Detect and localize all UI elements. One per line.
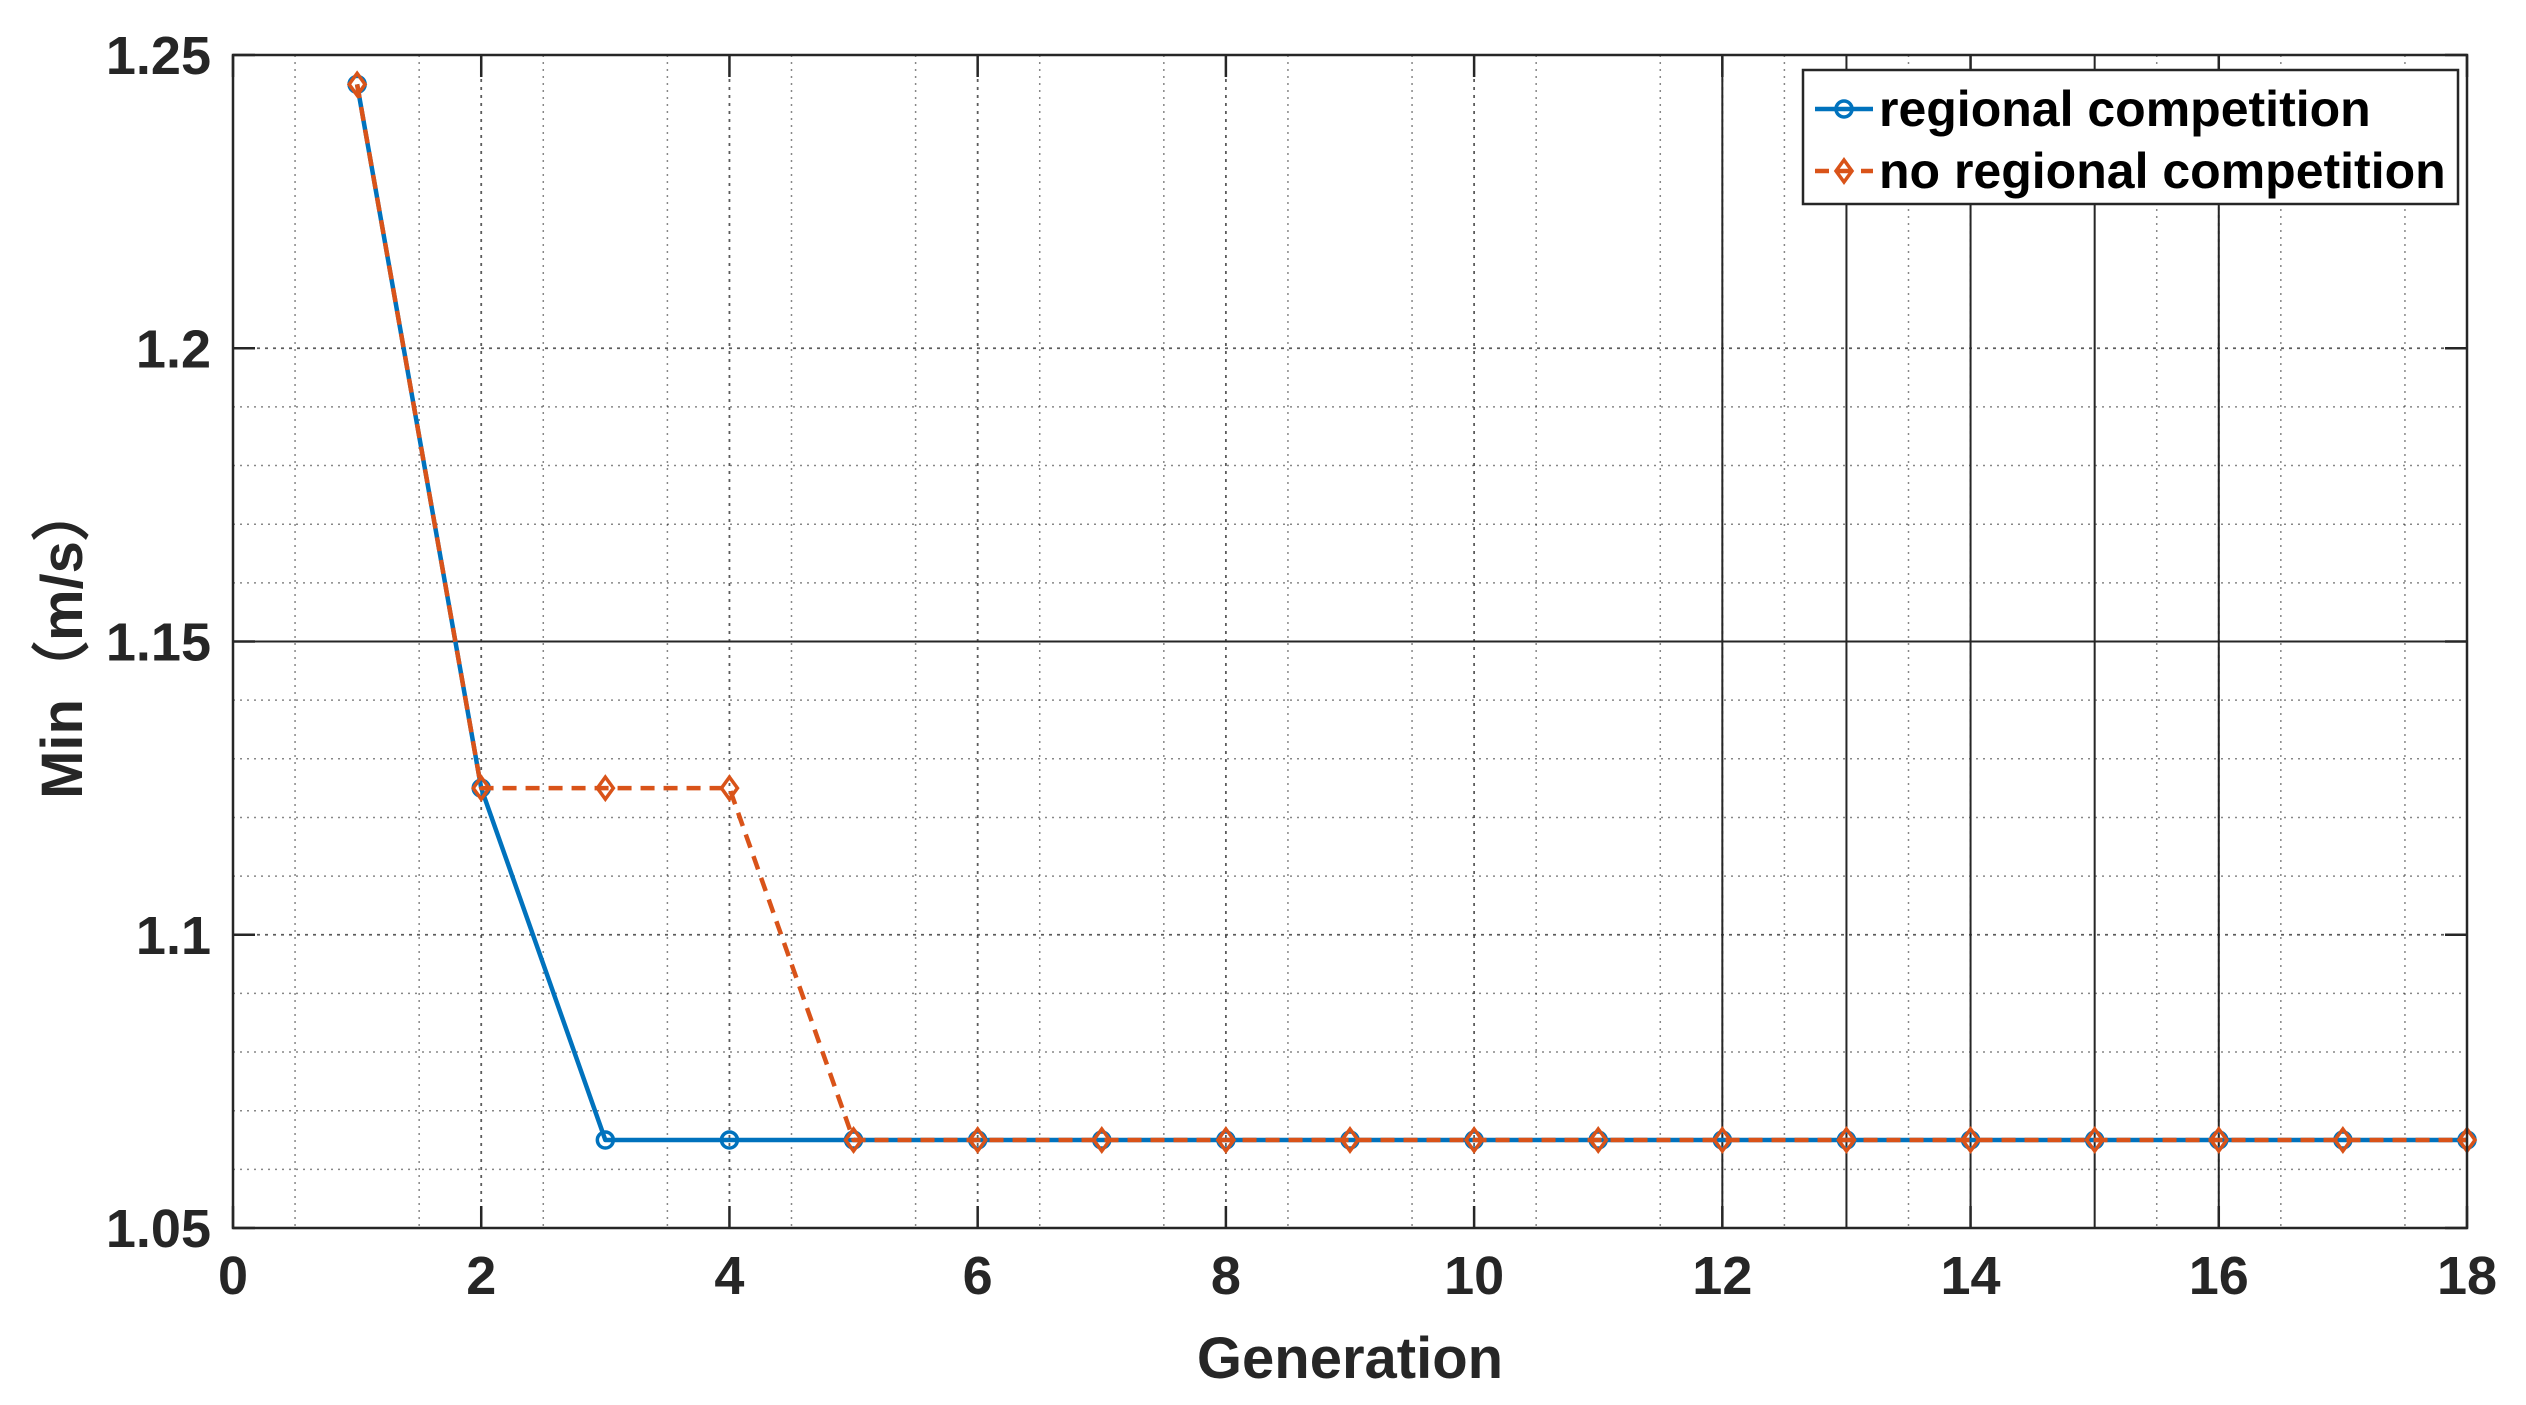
data-point xyxy=(2084,1126,2105,1155)
data-point xyxy=(2332,1126,2354,1155)
x-tick-label: 10 xyxy=(1444,1246,1504,1306)
legend-marker xyxy=(1833,157,1855,185)
legend-label: regional competition xyxy=(1879,81,2371,137)
y-tick-label: 1.1 xyxy=(136,906,211,966)
x-tick-label: 4 xyxy=(714,1246,744,1306)
data-point xyxy=(1215,1126,1237,1155)
data-point xyxy=(346,70,368,99)
data-point xyxy=(843,1126,864,1155)
x-tick-label: 14 xyxy=(1941,1246,2001,1306)
grid xyxy=(233,55,2467,1228)
x-tick-label: 18 xyxy=(2437,1246,2497,1306)
series-group xyxy=(346,70,2478,1155)
data-point xyxy=(1836,1126,1857,1155)
legend-label: no regional competition xyxy=(1879,143,2446,199)
legend-item[interactable]: no regional competition xyxy=(1815,143,2446,199)
x-tick-label: 6 xyxy=(963,1246,993,1306)
data-point xyxy=(1339,1126,1361,1155)
data-point xyxy=(471,774,492,803)
data-point xyxy=(1463,1126,1485,1155)
axes xyxy=(231,53,2469,1230)
data-point xyxy=(595,774,616,803)
y-tick-label: 1.15 xyxy=(106,613,211,673)
y-tick-label: 1.2 xyxy=(136,319,211,379)
legend-box xyxy=(1801,68,2460,206)
data-point xyxy=(2208,1126,2229,1155)
data-point xyxy=(1588,1126,1609,1155)
data-point xyxy=(1091,1126,1112,1155)
legend[interactable]: regional competition no regional competit… xyxy=(1801,68,2460,206)
series-line xyxy=(354,83,2467,1143)
data-point xyxy=(1960,1126,1981,1155)
x-tick-label: 8 xyxy=(1211,1246,1241,1306)
data-point xyxy=(719,1130,740,1150)
legend-item[interactable]: regional competition xyxy=(1815,81,2371,137)
data-point xyxy=(595,1130,616,1150)
y-axis-title: Min（m/s） xyxy=(30,483,95,799)
y-tick-label: 1.05 xyxy=(106,1199,211,1259)
data-point xyxy=(1712,1126,1733,1155)
x-axis-title: Generation xyxy=(1197,1326,1503,1391)
x-tick-label: 2 xyxy=(466,1246,496,1306)
x-tick-label: 12 xyxy=(1692,1246,1752,1306)
data-point xyxy=(967,1126,988,1155)
tick-labels: 0 2 4 6 8 10 12 14 16 18 1.05 1.1 1.15 1.2 1.25 xyxy=(106,26,2497,1306)
data-point xyxy=(719,774,740,803)
x-tick-label: 0 xyxy=(218,1246,248,1306)
y-tick-label: 1.25 xyxy=(106,26,211,86)
x-tick-label: 16 xyxy=(2189,1246,2249,1306)
legend-marker xyxy=(1834,99,1854,119)
